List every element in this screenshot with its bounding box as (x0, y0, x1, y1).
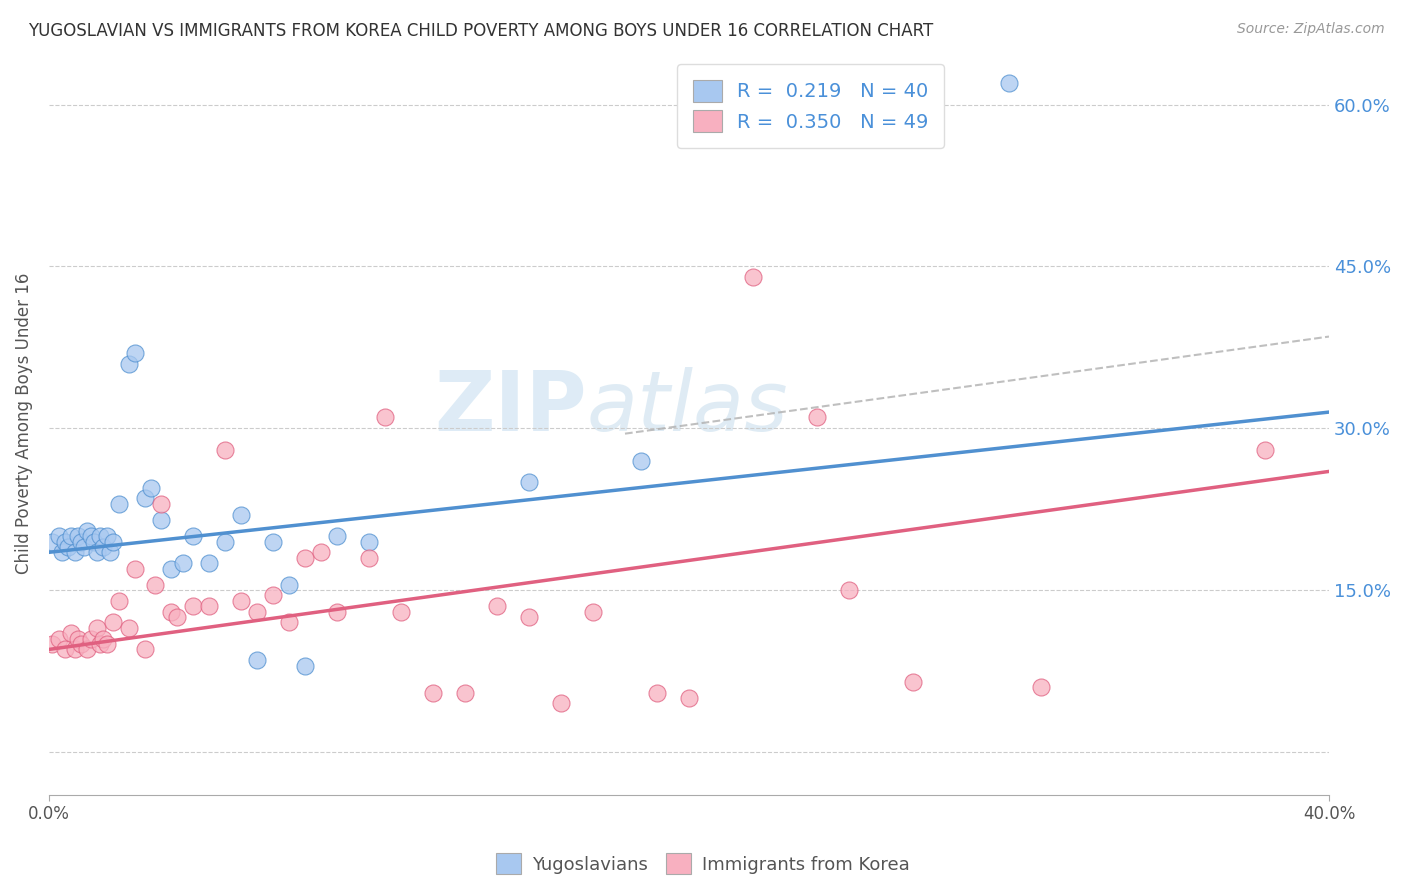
Point (70, 534, 93, 549)
Point (101, 534, 124, 549)
Point (98, 545, 121, 559)
Point (53, 534, 76, 549)
Point (60, 529, 83, 543)
Point (66, 632, 89, 646)
Point (124, 561, 146, 575)
Point (229, 594, 252, 608)
Point (41, 534, 63, 549)
Point (73, 540, 96, 554)
Point (96, 529, 118, 543)
Point (60, 626, 83, 640)
Point (83, 534, 105, 549)
Point (48, 632, 70, 646)
Point (582, 605, 605, 619)
Point (309, 545, 332, 559)
Point (166, 610, 188, 624)
Point (134, 642, 156, 657)
Point (645, 685, 668, 699)
Point (159, 561, 181, 575)
Point (70, 637, 93, 651)
Point (246, 653, 269, 667)
Point (89, 529, 111, 543)
Point (389, 605, 412, 619)
Point (96, 637, 118, 651)
Point (41, 637, 63, 651)
Text: ZIP: ZIP (434, 368, 586, 449)
Point (86, 621, 108, 635)
Point (181, 599, 204, 614)
Point (326, 529, 349, 543)
Point (93, 632, 115, 646)
Text: Source: ZipAtlas.com: Source: ZipAtlas.com (1237, 22, 1385, 37)
Point (742, 270, 765, 285)
Point (326, 605, 349, 619)
Point (118, 357, 141, 371)
Y-axis label: Child Poverty Among Boys Under 16: Child Poverty Among Boys Under 16 (15, 272, 32, 574)
Point (550, 697, 572, 711)
Point (124, 345, 146, 359)
Point (79, 632, 101, 646)
Point (294, 550, 316, 565)
Point (48, 529, 70, 543)
Point (118, 621, 141, 635)
Point (630, 453, 652, 467)
Point (51, 545, 73, 559)
Text: atlas: atlas (586, 368, 789, 449)
Point (214, 442, 236, 457)
Point (63, 545, 86, 559)
Point (143, 577, 166, 591)
Point (262, 589, 284, 603)
Point (806, 410, 828, 425)
Point (454, 685, 477, 699)
Point (63, 642, 86, 657)
Point (108, 594, 131, 608)
Text: YUGOSLAVIAN VS IMMIGRANTS FROM KOREA CHILD POVERTY AMONG BOYS UNDER 16 CORRELATI: YUGOSLAVIAN VS IMMIGRANTS FROM KOREA CHI… (28, 22, 934, 40)
Point (678, 690, 700, 705)
Point (108, 497, 131, 511)
Point (838, 583, 860, 598)
Point (229, 508, 252, 522)
Point (901, 674, 924, 689)
Point (76, 524, 98, 538)
Point (357, 534, 380, 549)
Point (93, 540, 115, 554)
Point (357, 550, 380, 565)
Point (76, 642, 98, 657)
Point (278, 577, 301, 591)
Point (66, 529, 89, 543)
Point (517, 475, 540, 490)
Point (294, 658, 316, 673)
Point (422, 685, 444, 699)
Point (86, 545, 108, 559)
Point (214, 534, 236, 549)
Point (134, 491, 156, 506)
Point (149, 497, 172, 511)
Legend: R =  0.219   N = 40, R =  0.350   N = 49: R = 0.219 N = 40, R = 0.350 N = 49 (678, 64, 945, 148)
Point (149, 513, 172, 527)
Point (485, 599, 508, 614)
Point (53, 642, 76, 657)
Point (1254, 442, 1277, 457)
Point (172, 556, 194, 570)
Legend: Yugoslavians, Immigrants from Korea: Yugoslavians, Immigrants from Korea (486, 844, 920, 883)
Point (56, 540, 79, 554)
Point (1029, 680, 1052, 694)
Point (374, 410, 396, 425)
Point (159, 605, 181, 619)
Point (998, 76, 1021, 90)
Point (101, 615, 124, 630)
Point (79, 529, 101, 543)
Point (141, 481, 163, 495)
Point (198, 599, 221, 614)
Point (89, 637, 111, 651)
Point (198, 556, 221, 570)
Point (517, 610, 540, 624)
Point (181, 529, 204, 543)
Point (262, 534, 284, 549)
Point (246, 605, 269, 619)
Point (278, 615, 301, 630)
